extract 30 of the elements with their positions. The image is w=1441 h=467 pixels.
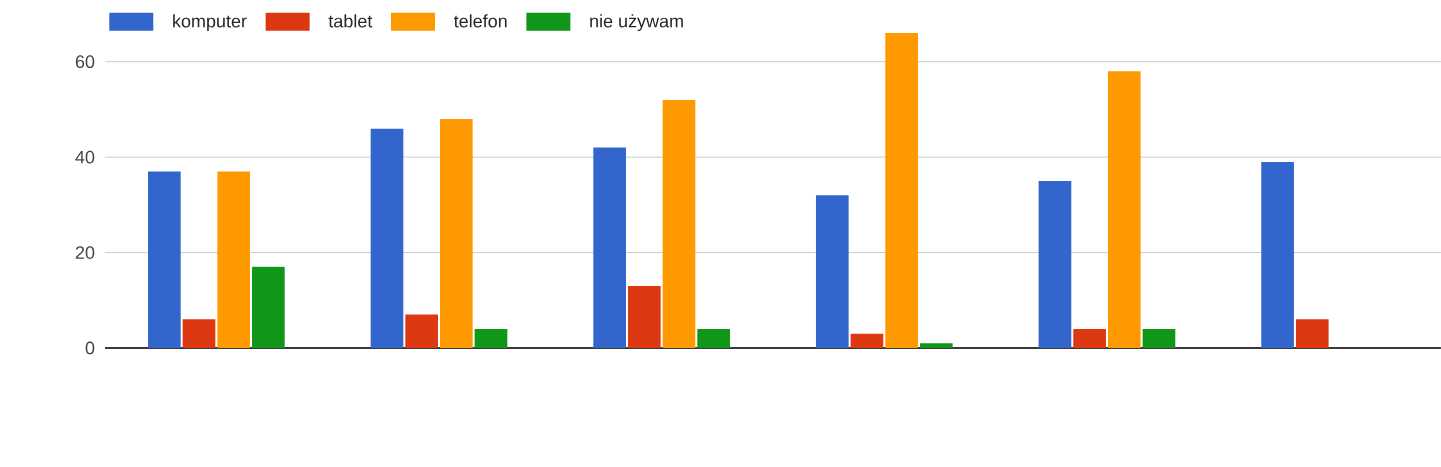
bar (815, 195, 849, 348)
bar (627, 285, 661, 348)
bar (440, 118, 473, 348)
bar (1142, 328, 1176, 348)
bar (697, 328, 730, 348)
bar (1107, 71, 1141, 348)
bar (850, 333, 884, 348)
bar (1295, 319, 1329, 348)
bar (405, 314, 438, 348)
bar (1038, 180, 1072, 348)
bar (662, 99, 696, 348)
y-tick-label: 40 (75, 150, 95, 164)
legend-label: nie używam (590, 14, 683, 32)
bar (217, 171, 251, 348)
bar (885, 33, 918, 348)
bar (252, 266, 285, 348)
bar (148, 171, 181, 348)
bar (182, 319, 216, 348)
bar (370, 128, 404, 348)
y-tick-label: 20 (75, 246, 95, 259)
bar (1073, 328, 1106, 348)
bar (593, 147, 626, 348)
bar (919, 343, 953, 348)
legend-label: komputer (173, 14, 247, 32)
bar (474, 328, 508, 348)
y-tick-label: 60 (75, 55, 95, 69)
legend-label: telefon (453, 14, 507, 28)
y-tick-label: 0 (85, 341, 95, 355)
legend-label: tablet (328, 14, 373, 28)
bar (1261, 161, 1294, 348)
